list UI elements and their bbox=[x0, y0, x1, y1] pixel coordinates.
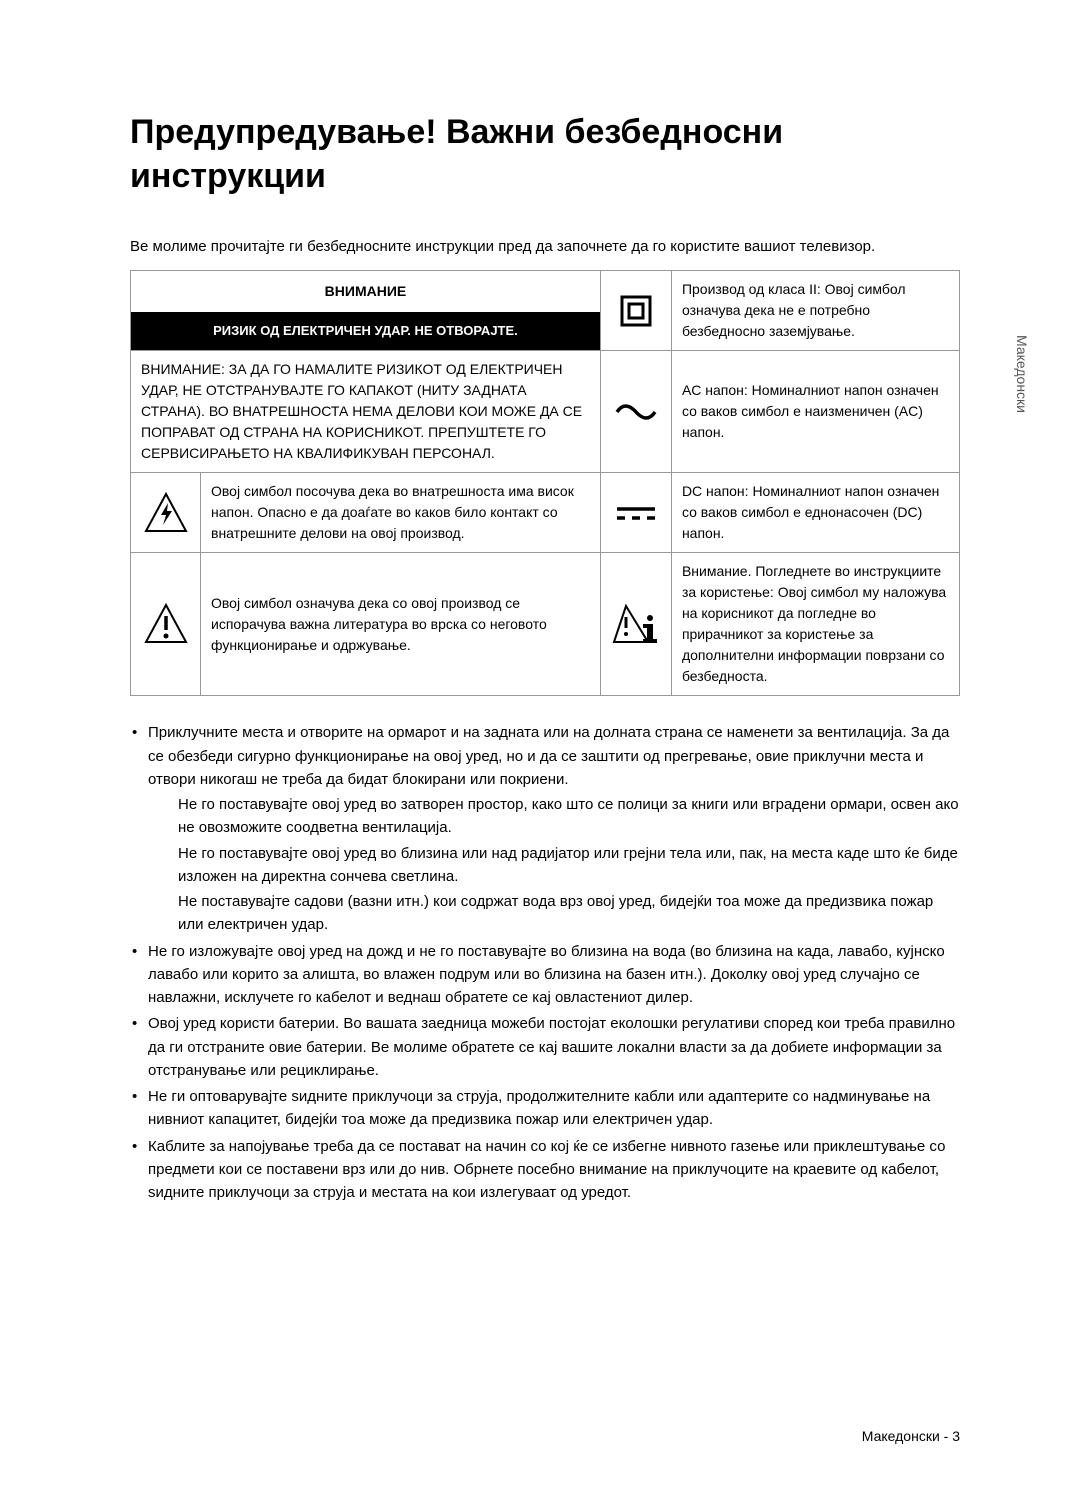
dc-icon bbox=[600, 473, 671, 553]
bullet-list: Приклучните места и отворите на ормарот … bbox=[130, 721, 960, 1204]
list-item: Приклучните места и отворите на ормарот … bbox=[130, 721, 960, 936]
list-item: Каблите за напојување треба да се постав… bbox=[130, 1135, 960, 1205]
list-item: Не го изложувајте овој уред на дожд и не… bbox=[130, 940, 960, 1010]
instructions-text: Внимание. Погледнете во инструкциите за … bbox=[671, 553, 959, 696]
list-item: Овој уред користи батерии. Во вашата зае… bbox=[130, 1012, 960, 1082]
side-language-label: Македонски bbox=[1014, 335, 1030, 413]
literature-icon bbox=[131, 553, 201, 696]
voltage-warning-icon bbox=[131, 473, 201, 553]
class2-icon bbox=[600, 271, 671, 351]
ac-icon bbox=[600, 351, 671, 473]
table-header-main: ВНИМАНИЕ bbox=[131, 271, 601, 312]
sub-list-item: Не го поставувајте овој уред во близина … bbox=[178, 842, 960, 889]
page-title: Предупредување! Важни безбедносни инстру… bbox=[130, 110, 960, 198]
class2-text: Производ од класа II: Овој симбол означу… bbox=[671, 271, 959, 351]
sub-list-item: Не го поставувајте овој уред во затворен… bbox=[178, 793, 960, 840]
dc-text: DC напон: Номиналниот напон означен со в… bbox=[671, 473, 959, 553]
voltage-warning-text: Овој симбол посочува дека во внатрешност… bbox=[201, 473, 601, 553]
page-number: Македонски - 3 bbox=[862, 1428, 960, 1444]
literature-text: Овој симбол означува дека со овој произв… bbox=[201, 553, 601, 696]
caution-text: ВНИМАНИЕ: ЗА ДА ГО НАМАЛИТЕ РИЗИКОТ ОД Е… bbox=[131, 351, 601, 473]
list-item: Не ги оптоварувајте ѕидните приклучоци з… bbox=[130, 1085, 960, 1132]
safety-table: ВНИМАНИЕ Производ од класа II: Овој симб… bbox=[130, 270, 960, 696]
sub-list-item: Не поставувајте садови (вазни итн.) кои … bbox=[178, 890, 960, 937]
intro-text: Ве молиме прочитајте ги безбедносните ин… bbox=[130, 238, 960, 255]
instructions-icon bbox=[600, 553, 671, 696]
table-header-sub: РИЗИК ОД ЕЛЕКТРИЧЕН УДАР. НЕ ОТВОРАЈТЕ. bbox=[131, 312, 601, 351]
ac-text: AC напон: Номиналниот напон означен со в… bbox=[671, 351, 959, 473]
